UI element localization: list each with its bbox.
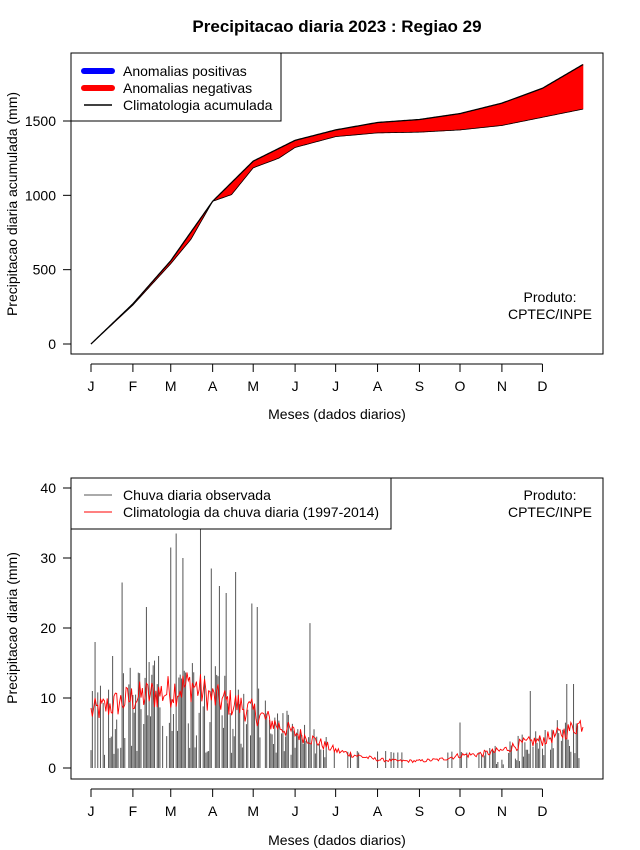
daily-x-tick-label: J <box>88 803 95 819</box>
daily-y-label: Precipitacao diaria (mm) <box>4 552 20 704</box>
accumulated-x-tick-label: S <box>415 378 424 394</box>
accumulated-x-tick-label: A <box>208 378 218 394</box>
accumulated-x-tick-label: M <box>165 378 177 394</box>
accumulated-climatology-series <box>90 63 584 345</box>
observed-accumulated-edge <box>90 108 584 345</box>
accumulated-x-label: Meses (dados diarios) <box>268 406 406 422</box>
daily-y-tick-label: 30 <box>40 550 56 566</box>
daily-y-tick-label: 20 <box>40 620 56 636</box>
accumulated-y-tick-label: 1500 <box>25 113 56 129</box>
daily-x-tick-label: A <box>373 803 383 819</box>
daily-legend: Chuva diaria observada Climatologia da c… <box>70 477 392 530</box>
daily-y-tick-label: 10 <box>40 690 56 706</box>
daily-y-tick-label: 40 <box>40 480 56 496</box>
accumulated-y-axis: 0 500 1000 1500 <box>25 113 72 352</box>
accumulated-x-tick-label: J <box>88 378 95 394</box>
daily-x-tick-label: M <box>247 803 259 819</box>
accumulated-y-tick-label: 500 <box>33 262 57 278</box>
daily-legend-box <box>70 477 392 530</box>
daily-y-axis: 0 10 20 30 40 <box>40 480 72 776</box>
daily-x-tick-label: N <box>497 803 507 819</box>
daily-credit-line1: Produto: <box>524 487 577 503</box>
accumulated-x-tick-label: A <box>373 378 383 394</box>
daily-x-tick-label: S <box>415 803 424 819</box>
daily-y-tick-label: 0 <box>48 760 56 776</box>
daily-x-tick-label: F <box>129 803 138 819</box>
daily-x-tick-label: A <box>208 803 218 819</box>
daily-x-tick-label: O <box>455 803 466 819</box>
accumulated-chart: 0 500 1000 1500 J F M A M J J A S O N D Precipitacao d… <box>4 52 604 422</box>
daily-climatology-series <box>90 672 584 764</box>
accumulated-x-tick-label: O <box>455 378 466 394</box>
accumulated-x-tick-label: J <box>332 378 339 394</box>
figure-title: Precipitacao diaria 2023 : Regiao 29 <box>192 17 481 36</box>
legend-positive-label: Anomalias positivas <box>123 63 247 79</box>
accumulated-y-tick-label: 0 <box>48 336 56 352</box>
daily-x-tick-label: M <box>165 803 177 819</box>
legend-negative-label: Anomalias negativas <box>123 80 252 96</box>
accumulated-x-tick-label: F <box>129 378 138 394</box>
daily-observed-bars <box>90 523 580 768</box>
accumulated-credit-line1: Produto: <box>524 289 577 305</box>
daily-credit-line2: CPTEC/INPE <box>508 504 592 520</box>
accumulated-legend: Anomalias positivas Anomalias negativas … <box>70 52 282 122</box>
accumulated-credit-line2: CPTEC/INPE <box>508 306 592 322</box>
legend-daily-climatology-label: Climatologia da chuva diaria (1997-2014) <box>123 504 379 520</box>
accumulated-x-tick-label: J <box>292 378 299 394</box>
legend-observed-label: Chuva diaria observada <box>123 487 271 503</box>
accumulated-x-tick-label: N <box>497 378 507 394</box>
daily-x-label: Meses (dados diarios) <box>268 832 406 848</box>
daily-x-tick-label: D <box>537 803 547 819</box>
accumulated-y-tick-label: 1000 <box>25 187 56 203</box>
legend-climatology-label: Climatologia acumulada <box>123 97 273 113</box>
daily-climatology-line <box>90 672 584 764</box>
accumulated-x-tick-label: D <box>537 378 547 394</box>
accumulated-x-tick-label: M <box>247 378 259 394</box>
daily-x-tick-label: J <box>332 803 339 819</box>
accumulated-climatology-line <box>90 63 584 345</box>
daily-chart: 0 10 20 30 40 J F M A M J J A S O N D Precipitacao diar… <box>4 477 604 848</box>
daily-x-tick-label: J <box>292 803 299 819</box>
accumulated-y-label: Precipitacao diaria acumulada (mm) <box>4 92 20 316</box>
